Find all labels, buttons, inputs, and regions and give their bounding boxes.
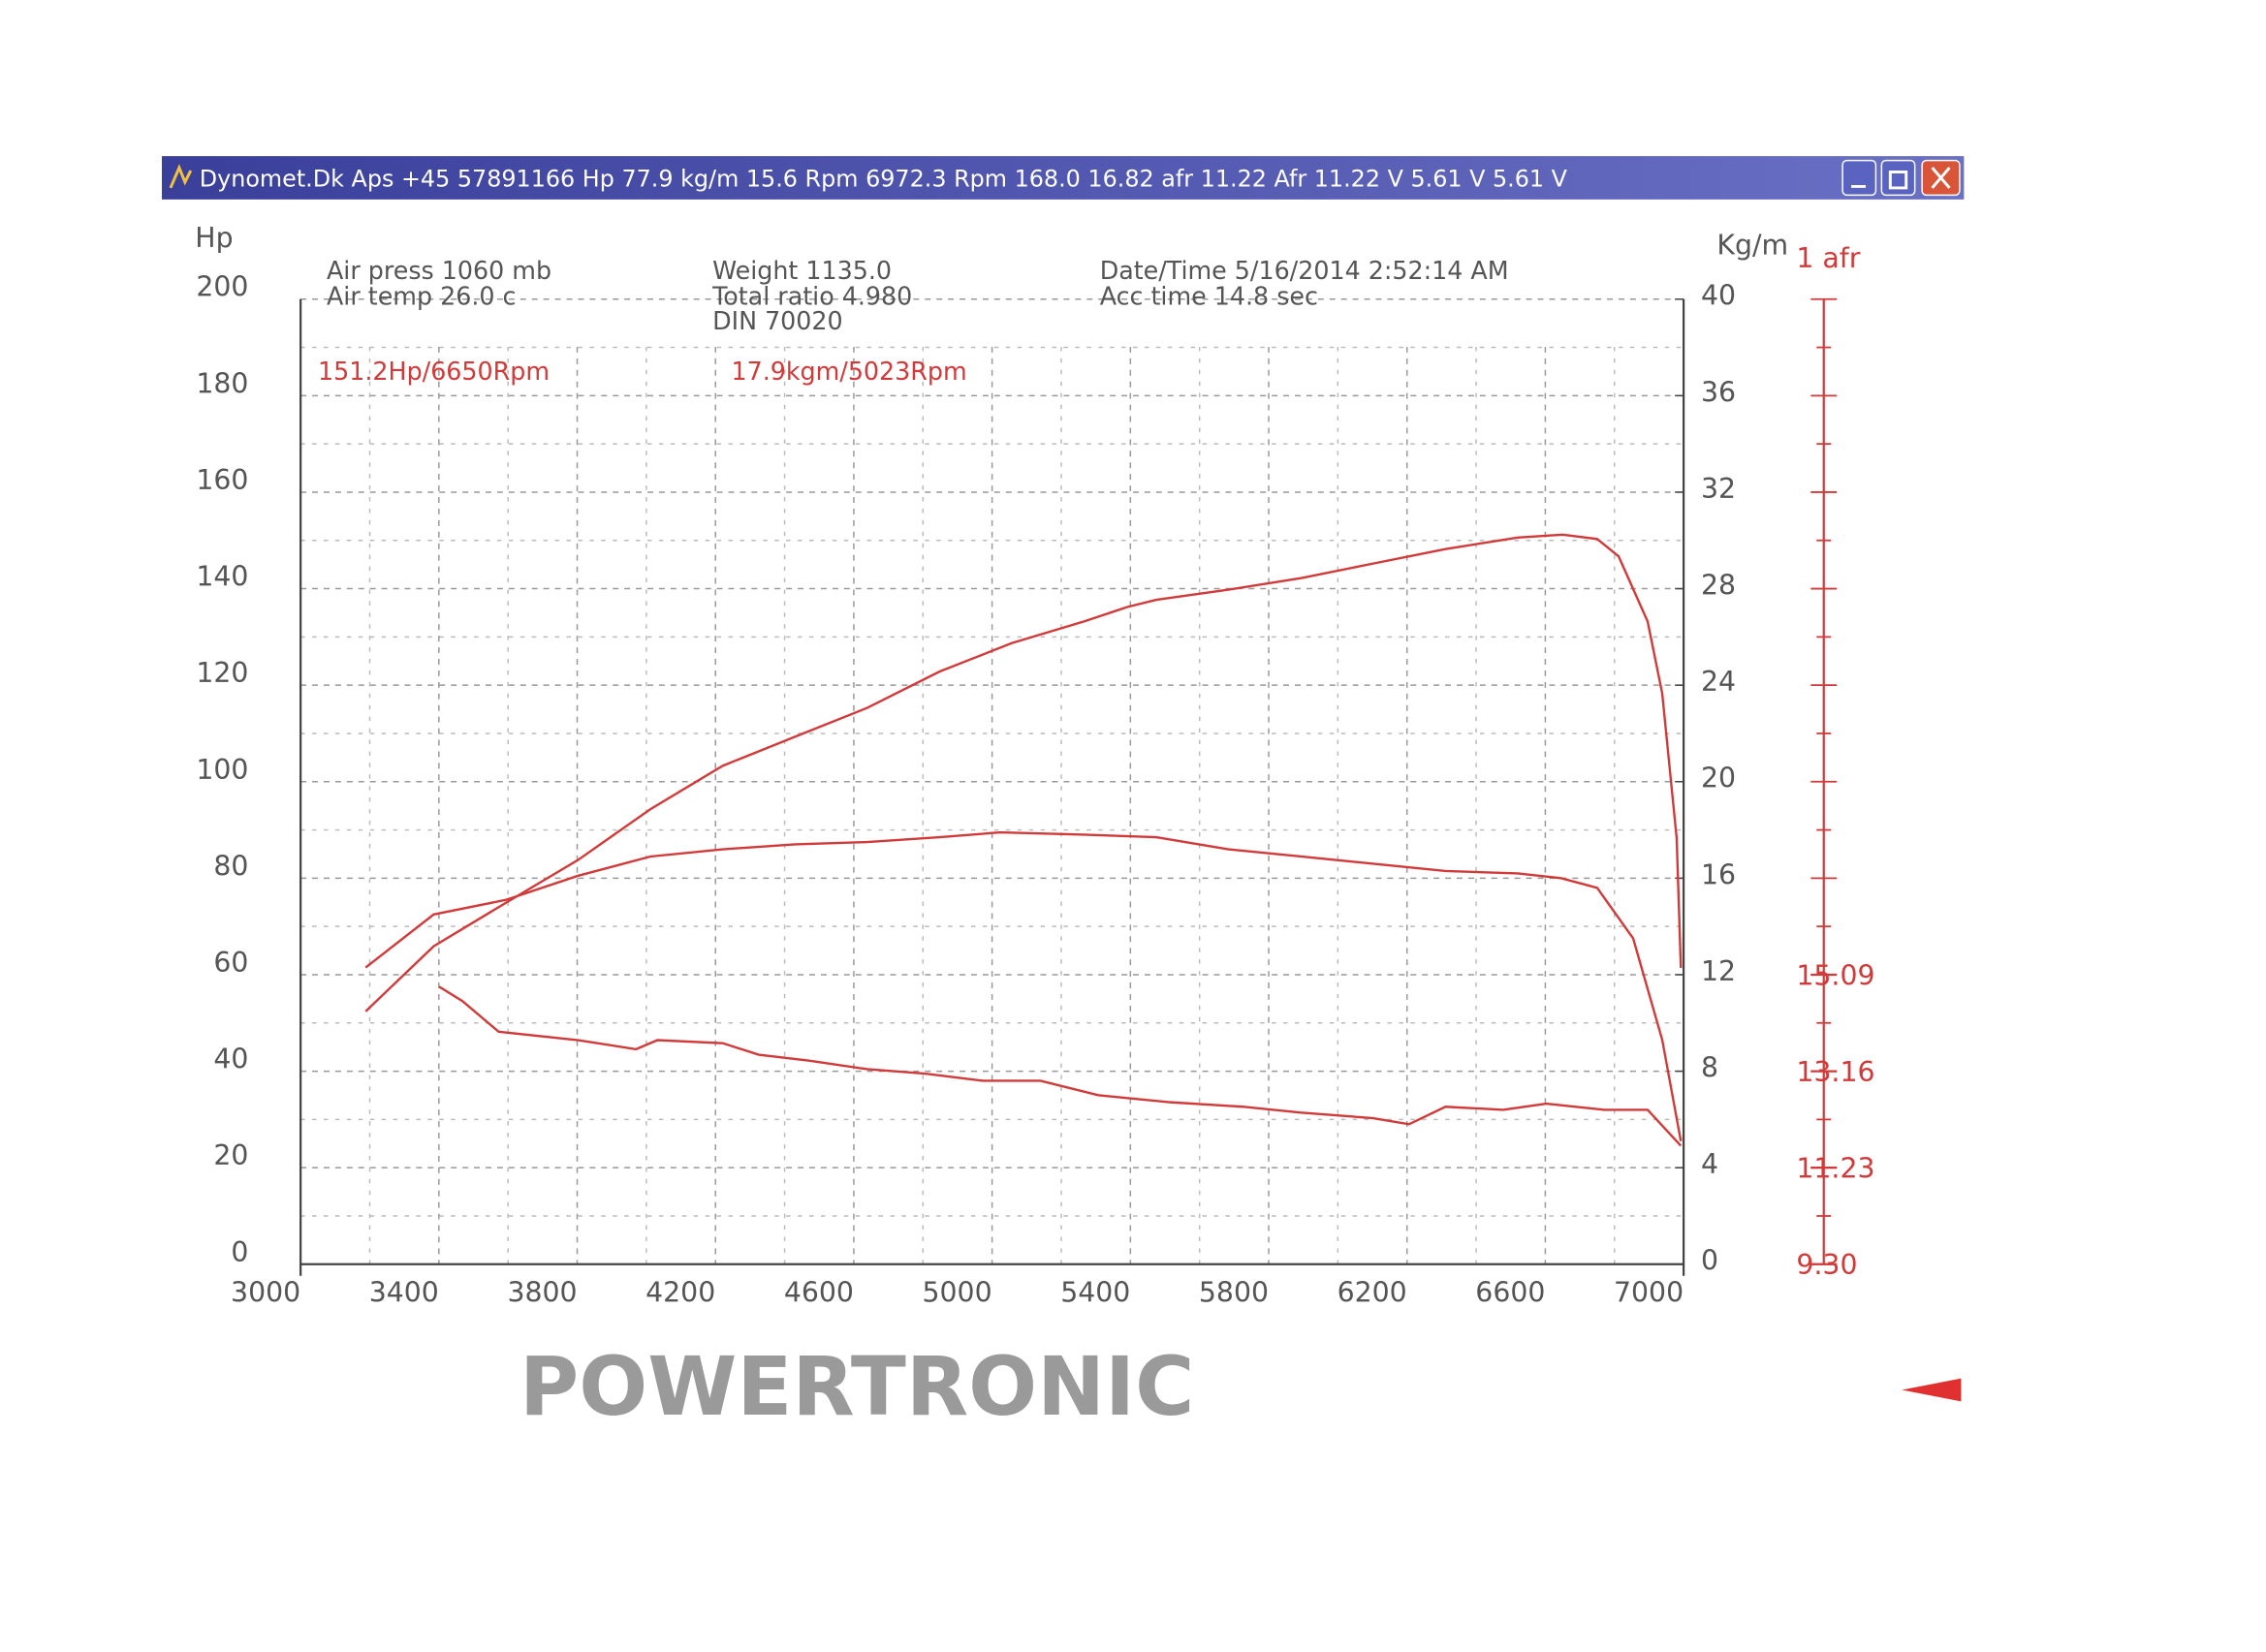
curve [364,830,1683,1141]
info-text: Air press 1060 mb [327,256,551,285]
y2-tick-label: 32 [1701,473,1736,505]
curve [438,985,1683,1147]
annotation: 151.2Hp/6650Rpm [318,357,550,386]
y2-tick-label: 20 [1701,763,1736,795]
y-tick-label: 200 [196,271,248,303]
annotation: 17.9kgm/5023Rpm [731,357,966,386]
y2-tick-label: 40 [1701,280,1736,312]
curve [364,533,1683,1013]
x-tick-label: 6200 [1338,1277,1407,1309]
y2-tick-label: 0 [1701,1245,1718,1277]
y2-tick-label: 16 [1701,858,1736,890]
y3-tick-label: 15.09 [1796,959,1874,991]
x-tick-label: 4600 [784,1277,854,1309]
y3-axis-title: 1 afr [1796,242,1860,274]
y-tick-label: 60 [213,947,248,979]
x-tick-label: 3400 [369,1277,439,1309]
y-tick-label: 80 [213,850,248,882]
y-tick-label: 40 [213,1044,248,1075]
info-text: Weight 1135.0 [712,256,892,285]
y3-tick-label: 11.23 [1796,1153,1874,1185]
x-tick-label: 6600 [1475,1277,1545,1309]
y-tick-label: 120 [196,657,248,689]
x-tick-label: 5400 [1060,1277,1130,1309]
y-tick-label: 0 [231,1236,248,1268]
x-tick-label: 7000 [1614,1277,1684,1309]
y-tick-label: 100 [196,754,248,786]
y3-tick-label: 13.16 [1796,1056,1874,1088]
x-tick-label: 5800 [1199,1277,1269,1309]
y2-tick-label: 4 [1701,1148,1718,1180]
x-tick-label: 5000 [923,1277,992,1309]
info-text: DIN 70020 [712,306,843,335]
app-icon [169,164,193,189]
minimize-button[interactable] [1841,159,1877,197]
x-tick-label: 3800 [507,1277,577,1309]
window-title: Dynomet.Dk Aps +45 57891166 Hp 77.9 kg/m… [200,165,1568,192]
y2-tick-label: 24 [1701,666,1736,698]
y-tick-label: 140 [196,561,248,593]
y3-tick-label: 9.30 [1796,1249,1857,1281]
y-axis-title: Hp [195,222,233,254]
y-tick-label: 160 [196,464,248,496]
x-tick-label: 3000 [231,1277,300,1309]
arrow-marker [1902,1378,1962,1402]
y2-tick-label: 28 [1701,570,1736,602]
x-tick-label: 4200 [645,1277,715,1309]
y2-tick-label: 8 [1701,1052,1718,1084]
info-text: Acc time 14.8 sec [1100,282,1318,311]
y2-tick-label: 36 [1701,376,1736,408]
title-bar [162,156,1965,200]
y2-tick-label: 12 [1701,955,1736,987]
brand: POWERTRONIC [519,1339,1194,1434]
info-text: Date/Time 5/16/2014 2:52:14 AM [1100,256,1509,285]
info-text: Total ratio 4.980 [711,282,912,311]
window-icons [1851,167,1951,190]
y2-axis-title: Kg/m [1716,230,1788,262]
info-text: Air temp 26.0 c [327,282,517,311]
y-tick-label: 20 [213,1139,248,1171]
maximize-button[interactable] [1880,159,1916,197]
y-tick-label: 180 [196,367,248,399]
